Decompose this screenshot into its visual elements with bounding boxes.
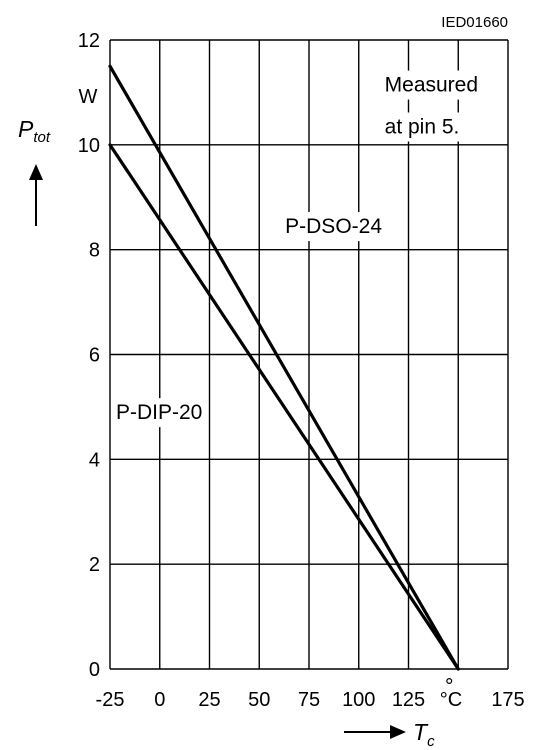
annotation-bg <box>379 70 484 100</box>
y-tick-label: 2 <box>89 554 100 576</box>
tick-labels: -25 0 25 50 75 100 125 175 0 2 4 6 8 10 12 <box>78 30 525 711</box>
y-axis-arrow-icon <box>29 164 43 226</box>
x-tick-label: 50 <box>248 689 270 711</box>
y-unit-label: W <box>79 86 98 108</box>
svg-text:Tc: Tc <box>413 719 435 750</box>
x-tick-label: 0 <box>154 689 165 711</box>
grid <box>109 39 509 670</box>
annotation-2: P-DSO-24 <box>285 215 382 238</box>
y-tick-label: 6 <box>89 345 100 367</box>
y-axis-subscript: tot <box>33 129 51 146</box>
x-axis-arrow-icon <box>344 725 406 739</box>
series-line-p-dso-24 <box>108 64 460 671</box>
annotation-0: Measured <box>385 74 478 97</box>
annotation-bg <box>111 398 208 428</box>
x-tick-label: 75 <box>298 689 320 711</box>
x-unit-label: °C <box>440 689 462 711</box>
y-tick-label: 12 <box>78 30 100 52</box>
x-tick-label: 175 <box>491 689 524 711</box>
y-tick-label: 4 <box>89 449 100 471</box>
y-tick-label: 10 <box>78 135 100 157</box>
figure-code: IED01660 <box>441 14 508 31</box>
annotations: Measured at pin 5. P-DSO-24 P-DIP-20 <box>111 70 484 428</box>
y-tick-label: 8 <box>89 240 100 262</box>
series-line-p-dip-20 <box>108 143 460 671</box>
x-tick-label: 25 <box>198 689 220 711</box>
x-axis-label: Tc <box>344 719 435 750</box>
degree-symbol <box>446 677 453 684</box>
x-tick-label: -25 <box>96 689 125 711</box>
x-axis-symbol: T <box>413 719 429 745</box>
x-axis-subscript: c <box>427 733 435 750</box>
x-tick-label: 125 <box>392 689 425 711</box>
annotation-bg <box>379 112 465 142</box>
y-axis-label: Ptot <box>18 116 51 226</box>
series-lines <box>108 64 460 671</box>
y-axis-symbol: P <box>18 116 34 142</box>
x-tick-label: 100 <box>342 689 375 711</box>
annotation-bg <box>280 212 388 242</box>
y-tick-label: 0 <box>89 659 100 681</box>
annotation-3: P-DIP-20 <box>116 401 202 424</box>
annotation-1: at pin 5. <box>385 115 460 138</box>
svg-text:Ptot: Ptot <box>18 116 51 146</box>
